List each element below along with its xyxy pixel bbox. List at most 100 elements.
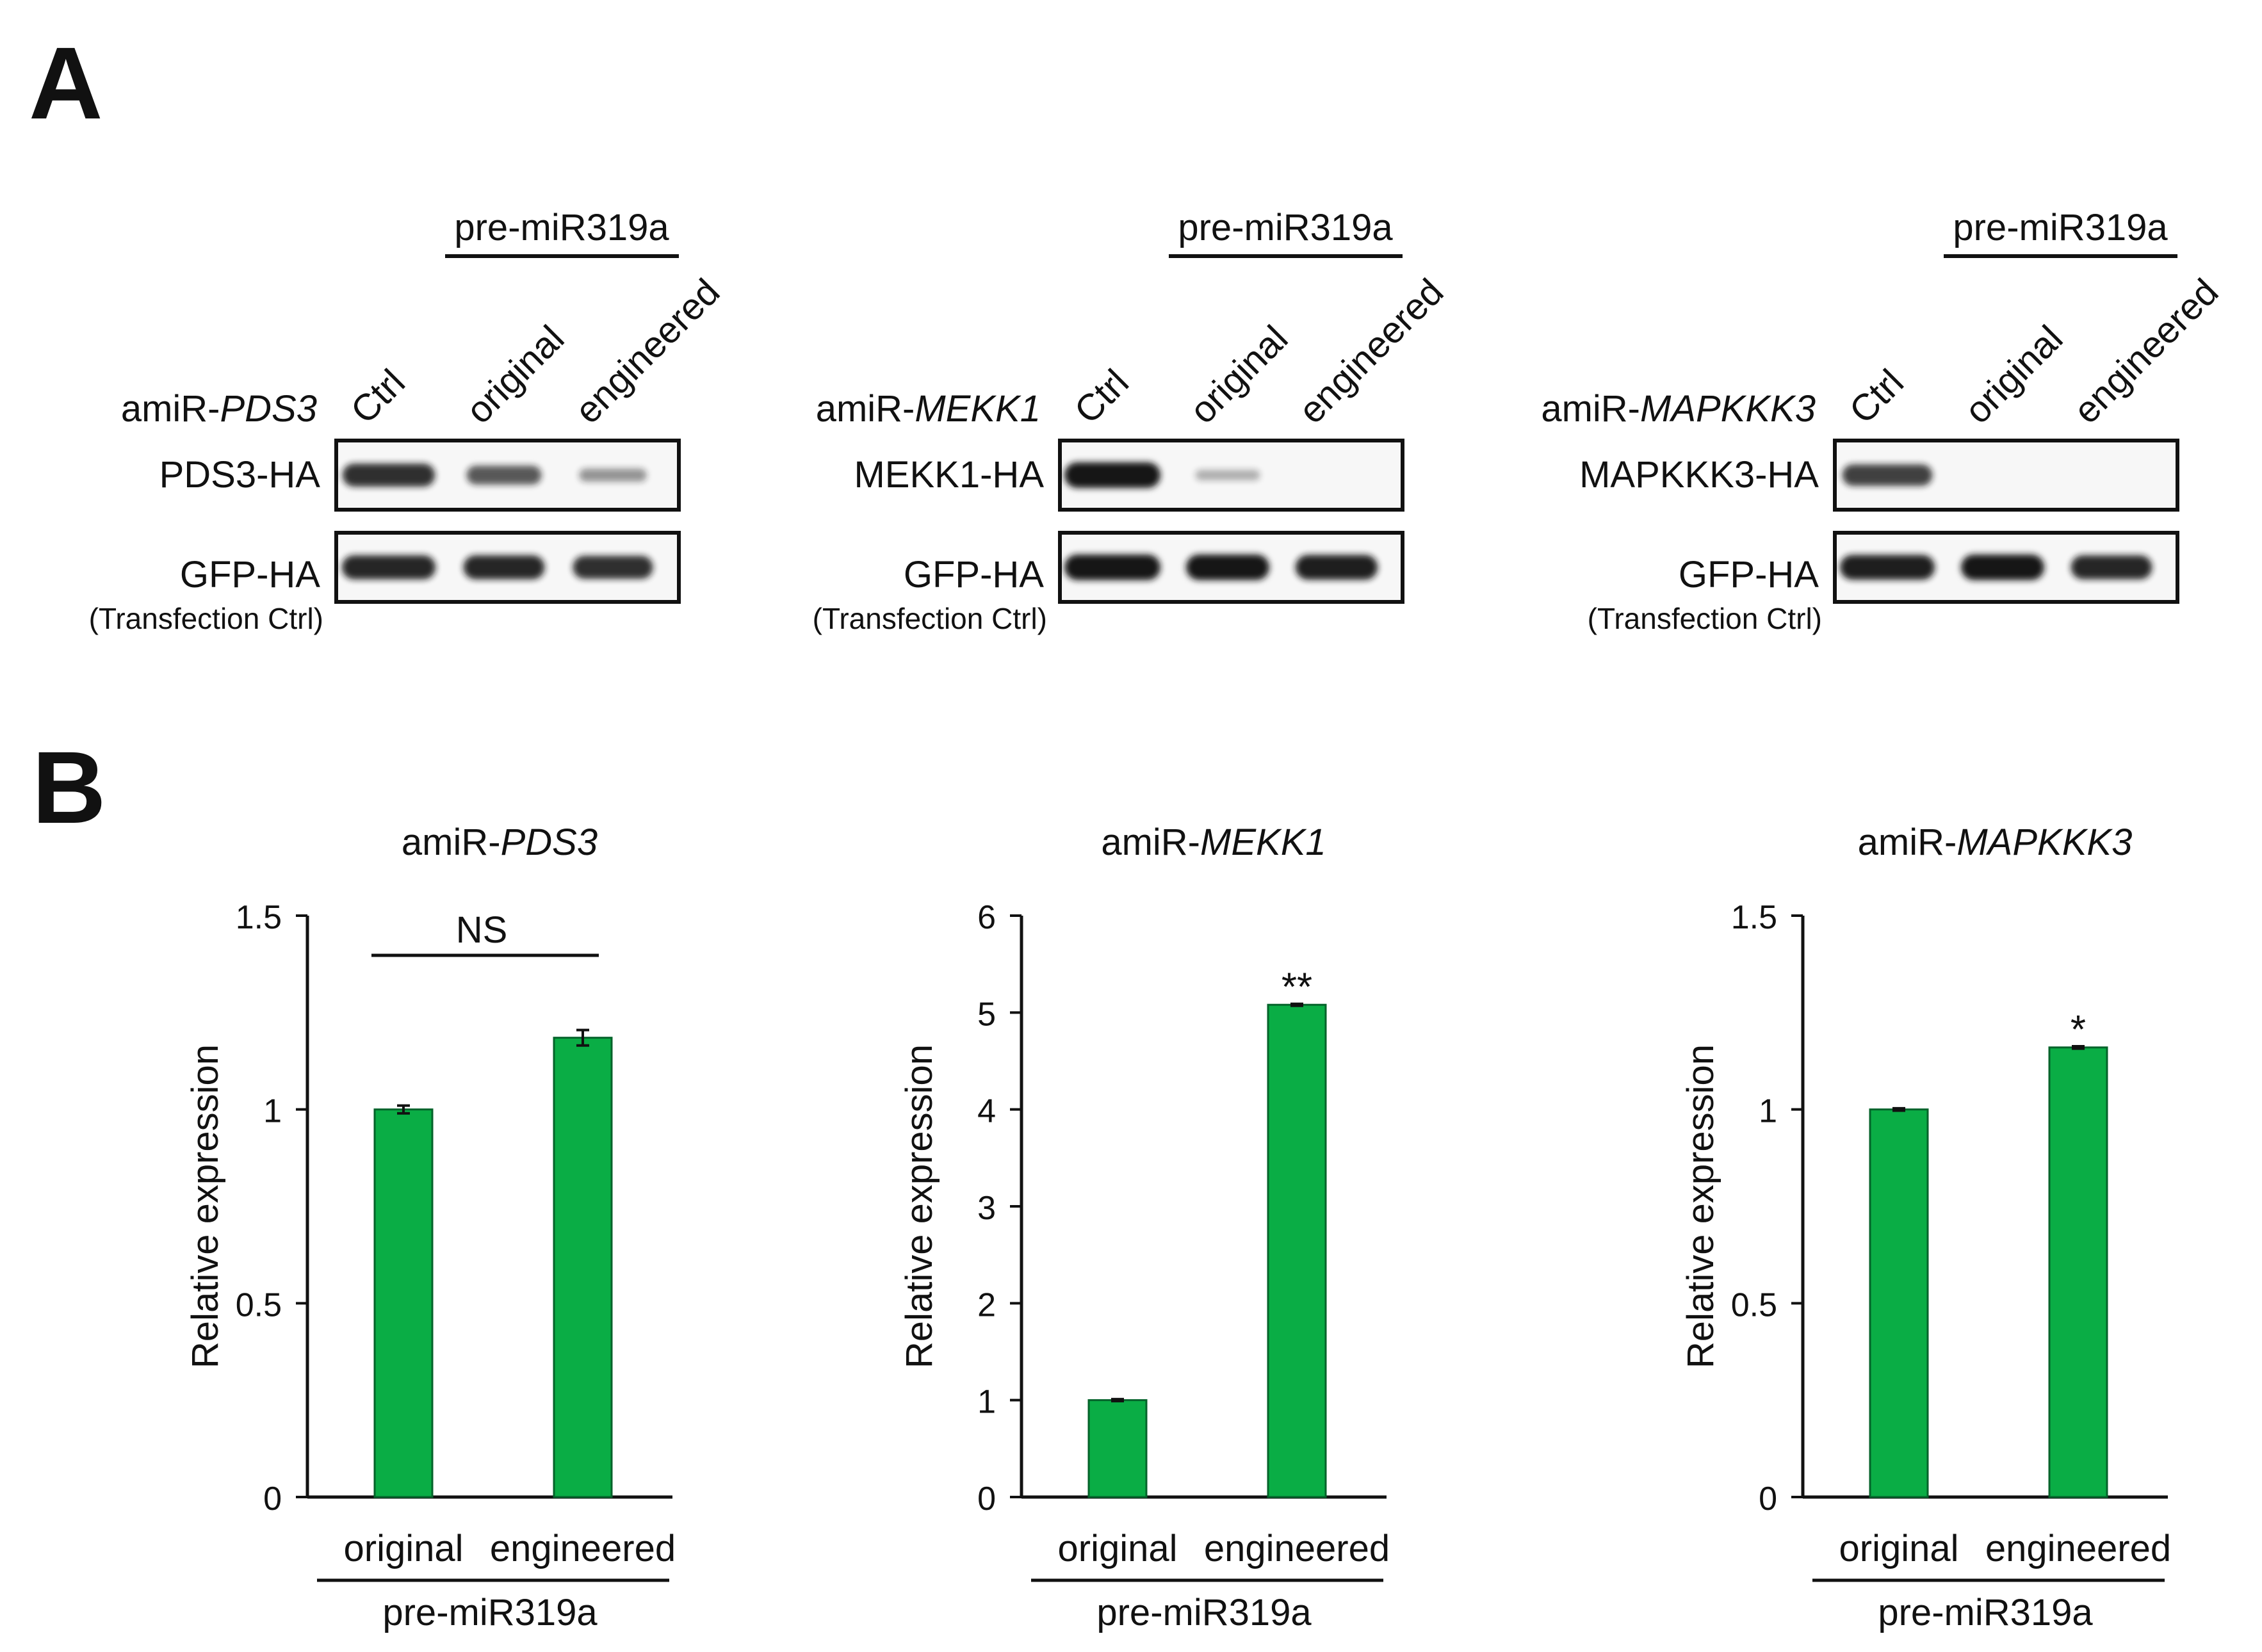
band (466, 466, 542, 485)
band (2071, 555, 2152, 579)
chart-title: amiR-MAPKKK3 (1858, 822, 2133, 863)
bar-chart-1: amiR-PDS3 0 0.5 1 1.5 Relative expression orig… (184, 822, 676, 1633)
y-tick-label: 0.5 (236, 1286, 282, 1324)
x-category-label: original (344, 1528, 464, 1569)
y-tick-label: 0 (263, 1480, 282, 1518)
y-tick-label: 4 (977, 1093, 996, 1130)
blot-panel-2: pre-miR319a amiR-MEKK1 Ctrl originalenginee… (813, 207, 1452, 635)
band (463, 555, 545, 579)
group-label: pre-miR319a (454, 207, 669, 248)
row-sublabel: (Transfection Ctrl) (813, 602, 1047, 635)
bar (373, 1108, 434, 1498)
blot-panel-3: pre-miR319a amiR-MAPKKK3 Ctrl originalengin… (1541, 207, 2226, 635)
band (573, 555, 653, 579)
y-tick-label: 1 (977, 1384, 996, 1421)
blot-title: amiR-MEKK1 (816, 388, 1041, 430)
row-label: GFP-HA (904, 554, 1044, 595)
group-label: pre-miR319a (1953, 207, 2168, 248)
x-category-label: engineered (490, 1528, 676, 1569)
blot-title: amiR-MAPKKK3 (1541, 388, 1816, 430)
bar (2048, 1046, 2108, 1498)
band (579, 468, 647, 482)
band (341, 555, 436, 579)
band (1064, 555, 1160, 580)
y-axis-label: Relative expression (184, 1044, 226, 1368)
chart-title-gene: MEKK1 (1200, 822, 1326, 863)
blot-panel-1: pre-miR319a amiR-PDS3 Ctrl originalengineer… (89, 207, 728, 635)
significance-label: NS (456, 909, 508, 951)
lane-label: Ctrl (1066, 361, 1137, 432)
x-group-label: pre-miR319a (1096, 1592, 1312, 1633)
panel-a-label: A (29, 26, 103, 140)
blot-title-prefix: amiR- (816, 388, 915, 430)
chart-title-prefix: amiR- (402, 822, 501, 863)
y-tick-label: 1 (263, 1093, 282, 1130)
chart-title-gene: MAPKKK3 (1957, 822, 2132, 863)
y-tick-label: 1 (1759, 1093, 1777, 1130)
bar (553, 1037, 613, 1498)
x-group-label: pre-miR319a (382, 1592, 598, 1633)
chart-title-prefix: amiR- (1858, 822, 1957, 863)
blot-title-gene: PDS3 (220, 388, 317, 430)
group-label: pre-miR319a (1178, 207, 1393, 248)
y-tick-label: 1.5 (1731, 899, 1777, 936)
y-tick-label: 2 (977, 1286, 996, 1324)
x-category-label: original (1058, 1528, 1178, 1569)
bar (1869, 1108, 1929, 1498)
significance-label: * (2071, 1008, 2086, 1052)
band (1195, 469, 1260, 481)
lane-label: original (1182, 318, 1296, 432)
bar (1267, 1003, 1327, 1498)
lane-label: original (1957, 318, 2071, 432)
chart-title-gene: PDS3 (501, 822, 598, 863)
band (1961, 555, 2044, 580)
lane-label: engineered (1290, 271, 1451, 432)
y-tick-label: 5 (977, 996, 996, 1033)
y-tick-label: 0 (977, 1480, 996, 1518)
chart-title-prefix: amiR- (1101, 822, 1200, 863)
bar (1087, 1399, 1148, 1498)
band (1295, 555, 1378, 580)
y-tick-label: 1.5 (236, 899, 282, 936)
lane-label: original (458, 318, 572, 432)
y-tick-label: 3 (977, 1190, 996, 1227)
x-category-label: engineered (1204, 1528, 1390, 1569)
row-label: MAPKKK3-HA (1579, 454, 1819, 496)
y-axis-label: Relative expression (899, 1044, 940, 1368)
y-axis-label: Relative expression (1680, 1044, 1721, 1368)
row-sublabel: (Transfection Ctrl) (1588, 602, 1822, 635)
row-label: GFP-HA (1679, 554, 1819, 595)
bar-chart-2: amiR-MEKK1 0 1 2 3 4 5 6 Relative expression orig… (899, 822, 1390, 1633)
band (342, 463, 435, 487)
blot-title-prefix: amiR- (121, 388, 220, 430)
lane-label: engineered (567, 271, 728, 432)
band (1842, 464, 1933, 486)
row-label: GFP-HA (180, 554, 320, 595)
blot-title-gene: MEKK1 (915, 388, 1041, 430)
blot-title-gene: MAPKKK3 (1640, 388, 1816, 430)
significance-label: ** (1282, 966, 1312, 1010)
band (1064, 462, 1160, 488)
x-group-label: pre-miR319a (1878, 1592, 2093, 1633)
chart-title: amiR-MEKK1 (1101, 822, 1326, 863)
y-tick-label: 0 (1759, 1480, 1777, 1518)
bar-chart-3: amiR-MAPKKK3 0 0.5 1 1.5 Relative expression o… (1680, 822, 2171, 1633)
chart-title: amiR-PDS3 (402, 822, 598, 863)
blot-title-prefix: amiR- (1541, 388, 1640, 430)
panel-b-label: B (32, 730, 106, 845)
lane-label: Ctrl (1841, 361, 1912, 432)
row-label: PDS3-HA (159, 454, 321, 496)
blot-title: amiR-PDS3 (121, 388, 317, 430)
y-tick-label: 0.5 (1731, 1286, 1777, 1324)
band (1186, 555, 1269, 580)
band (1839, 555, 1935, 580)
lane-label: Ctrl (343, 361, 413, 432)
x-category-label: original (1839, 1528, 1959, 1569)
row-sublabel: (Transfection Ctrl) (89, 602, 323, 635)
y-tick-label: 6 (977, 899, 996, 936)
lane-label: engineered (2065, 271, 2226, 432)
row-label: MEKK1-HA (854, 454, 1044, 496)
